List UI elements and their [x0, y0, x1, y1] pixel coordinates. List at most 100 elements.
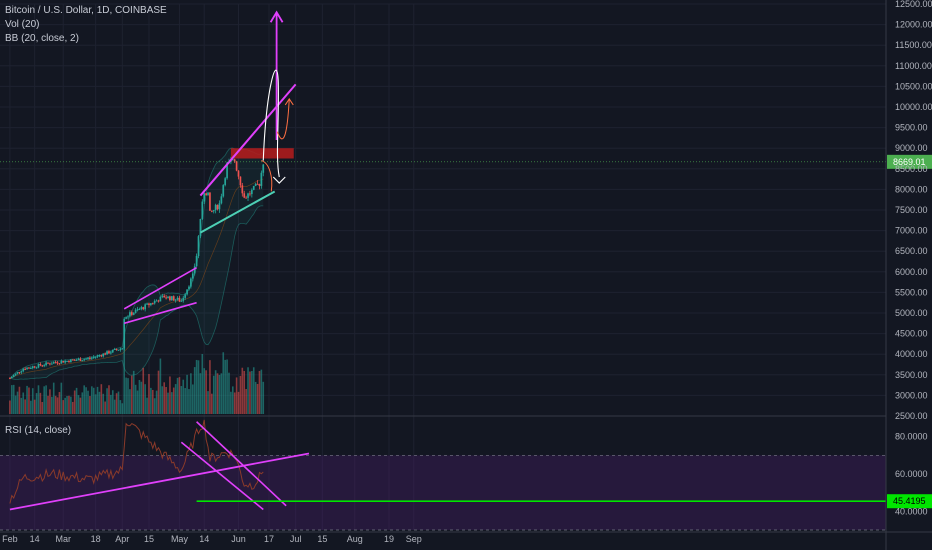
candle-body: [140, 307, 143, 310]
volume-bar: [247, 367, 249, 414]
volume-bar: [89, 396, 91, 414]
price-tick-label: 9000.00: [895, 143, 928, 153]
candle-body: [100, 355, 103, 357]
candle-body: [231, 159, 234, 161]
volume-bar: [56, 397, 59, 414]
candle-body: [191, 273, 194, 279]
volume-bar: [79, 397, 82, 414]
volume-bar: [157, 370, 160, 414]
volume-bar: [235, 377, 238, 414]
scenario-path-white: [262, 69, 280, 178]
price-tick-label: 11000.00: [895, 61, 932, 71]
volume-bar: [121, 403, 124, 414]
volume-bar: [140, 381, 143, 414]
price-pane[interactable]: 8669.01: [0, 10, 932, 414]
volume-bar: [231, 386, 234, 414]
volume-bar: [146, 397, 148, 414]
volume-bar: [68, 395, 70, 414]
time-tick-label: 14: [199, 534, 209, 544]
candle-body: [186, 289, 188, 295]
rsi-pane[interactable]: 45.4195: [0, 419, 932, 531]
candle-body: [176, 297, 179, 300]
candle-body: [31, 366, 34, 368]
bollinger-band-fill: [9, 148, 264, 380]
price-tick-label: 9500.00: [895, 123, 928, 133]
volume-bar: [33, 399, 36, 414]
candle-body: [115, 348, 118, 350]
rsi-uptrend-line: [9, 452, 310, 511]
volume-bar: [197, 360, 200, 414]
volume-bar: [136, 390, 139, 414]
candle-body: [18, 372, 21, 374]
volume-bar: [237, 391, 240, 414]
volume-bar: [9, 400, 11, 414]
candle-body: [220, 196, 223, 204]
rsi-tick-label: 80.0000: [895, 432, 928, 442]
price-tick-label: 7000.00: [895, 226, 928, 236]
candle-body: [108, 351, 110, 354]
candle-body: [47, 362, 49, 364]
chart-title: Bitcoin / U.S. Dollar, 1D, COINBASE: [5, 5, 167, 16]
rsi-downtrend-upper: [196, 421, 287, 507]
rsi-downtrend-lower: [180, 441, 264, 511]
grid-lines: [0, 3, 886, 530]
candle-body: [20, 371, 23, 373]
volume-bar: [70, 396, 72, 414]
candle-body: [125, 317, 127, 319]
volume-bar: [193, 367, 196, 414]
volume-bar: [209, 360, 211, 414]
volume-bar: [155, 390, 158, 414]
time-tick-label: Feb: [2, 534, 18, 544]
candle-body: [35, 367, 38, 369]
candle-body: [235, 161, 238, 171]
volume-bar: [58, 392, 61, 414]
candle-body: [129, 312, 131, 317]
candle-body: [199, 219, 202, 237]
volume-bar: [243, 370, 246, 414]
candle-body: [218, 203, 221, 210]
candle-body: [64, 361, 66, 363]
candle-body: [258, 184, 261, 186]
price-tick-label: 6500.00: [895, 246, 928, 256]
candle-body: [245, 197, 247, 199]
candle-body: [252, 185, 255, 190]
scenario-path-down: [261, 160, 273, 192]
candle-body: [190, 278, 192, 287]
volume-bar: [262, 381, 265, 414]
volume-bar: [94, 394, 97, 414]
candle-body: [150, 303, 152, 306]
candle-body: [33, 366, 36, 368]
candle-body: [207, 192, 209, 196]
candle-body: [201, 201, 204, 220]
volume-bar: [113, 399, 116, 414]
volume-bar: [174, 384, 177, 414]
candle-body: [169, 296, 171, 301]
rsi-legend: RSI (14, close): [5, 425, 72, 436]
candle-body: [195, 255, 198, 267]
candle-body: [130, 312, 133, 315]
volume-bar: [144, 384, 146, 414]
volume-bar: [188, 389, 190, 414]
candle-body: [167, 296, 169, 298]
volume-bar: [218, 375, 221, 414]
volume-bar: [142, 367, 145, 414]
volume-bar: [207, 391, 209, 414]
last-price-badge: [887, 154, 932, 169]
candle-body: [214, 204, 217, 211]
candle-body: [153, 301, 156, 304]
volume-bar: [18, 386, 21, 414]
candle-body: [68, 360, 70, 363]
candle-body: [132, 312, 135, 315]
candle-body: [85, 358, 87, 360]
price-tick-label: 5000.00: [895, 308, 928, 318]
time-tick-label: Apr: [115, 534, 129, 544]
candle-body: [203, 193, 206, 202]
april-channel-upper: [123, 266, 197, 310]
volume-bar: [12, 384, 15, 414]
volume-bar: [186, 374, 188, 414]
volume-bar: [129, 389, 131, 414]
candle-body: [226, 162, 228, 179]
volume-bar: [148, 373, 150, 414]
